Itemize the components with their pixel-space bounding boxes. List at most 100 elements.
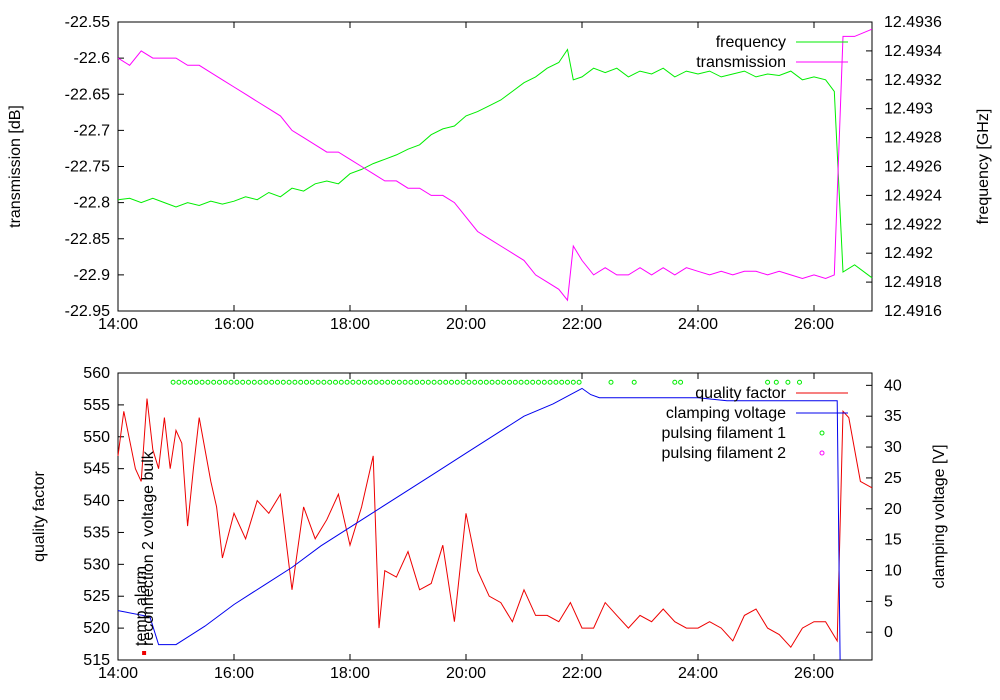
pulsing-filament-1-point [489, 379, 495, 385]
pulsing-filament-1-point [280, 379, 286, 385]
pulsing-filament-1-point [309, 379, 315, 385]
bottom-y2-tick-label: 20 [884, 501, 902, 518]
pulsing-filament-1-point [385, 379, 391, 385]
pulsing-filament-1-point [420, 379, 425, 385]
bottom-y2-tick-label: 10 [884, 563, 902, 580]
legend-marker-pulsing-filament-2 [819, 450, 825, 456]
bottom-y2-tick-label: 35 [884, 408, 902, 425]
bottom-x-tick-label: 16:00 [214, 665, 254, 682]
top-x-tick-label: 26:00 [794, 316, 834, 333]
pulsing-filament-1-point [193, 379, 199, 385]
pulsing-filament-1-point [530, 379, 536, 385]
pulsing-filament-1-point [501, 379, 507, 385]
pulsing-filament-1-point [437, 379, 443, 385]
pulsing-filament-1-point [205, 379, 211, 385]
pulsing-filament-1-point [344, 379, 350, 385]
pulsing-filament-1-point [286, 379, 292, 385]
pulsing-filament-1-point [391, 379, 396, 385]
bottom-y2-tick-label: 5 [884, 593, 893, 610]
pulsing-filament-1-point [507, 379, 512, 385]
bottom-y2-axis-label: clamping voltage [V] [931, 444, 948, 588]
pulsing-filament-1-point [275, 379, 280, 385]
bottom-y-tick-label: 540 [83, 493, 110, 510]
bottom-y-tick-label: 525 [83, 588, 110, 605]
bottom-plot-frame [117, 372, 873, 661]
top-y-tick-label: -22.85 [65, 231, 110, 248]
pulsing-filament-1-point [631, 379, 637, 385]
pulsing-filament-1-point [176, 379, 182, 385]
bottom-y-tick-label: 560 [83, 365, 110, 382]
top-x-tick-label: 22:00 [562, 316, 602, 333]
top-x-tick-label: 20:00 [446, 316, 486, 333]
top-y2-tick-label: 12.4932 [884, 72, 942, 89]
bottom-x-tick-label: 26:00 [794, 665, 834, 682]
pulsing-filament-1-point [565, 379, 570, 385]
top-y2-tick-label: 12.4924 [884, 187, 942, 204]
pulsing-filament-1-point [483, 379, 489, 385]
pulsing-filament-1-point [443, 379, 449, 385]
bottom-y2-tick-label: 15 [884, 532, 902, 549]
pulsing-filament-1-point [576, 379, 582, 385]
annotation-label: temp alarm [133, 566, 150, 646]
pulsing-filament-1-point [797, 379, 802, 385]
frequency-line [117, 48, 873, 279]
bottom-y2-tick-label: 0 [884, 624, 893, 641]
pulsing-filament-1-point [211, 379, 217, 385]
pulsing-filament-1-point [298, 379, 304, 385]
pulsing-filament-1-point [217, 379, 222, 385]
top-y2-axis-label: frequency [GHz] [975, 109, 992, 225]
top-y-tick-label: -22.8 [74, 195, 111, 212]
top-y-tick-label: -22.95 [65, 303, 110, 320]
pulsing-filament-1-point [454, 379, 460, 385]
pulsing-filament-1-point [408, 379, 414, 385]
pulsing-filament-1-point [466, 379, 472, 385]
top-y2-tick-label: 12.4916 [884, 303, 942, 320]
bottom-x-tick-label: 18:00 [330, 665, 370, 682]
legend-label-pulsing-filament-1: pulsing filament 1 [661, 425, 786, 442]
pulsing-filament-1-point [765, 379, 771, 385]
top-y2-tick-label: 12.4926 [884, 159, 942, 176]
pulsing-filament-1-point [559, 379, 565, 385]
pulsing-filament-1-point [304, 379, 309, 385]
pulsing-filament-1-point [402, 379, 408, 385]
pulsing-filament-1-point [460, 379, 466, 385]
bottom-x-tick-label: 14:00 [98, 665, 138, 682]
pulsing-filament-1-point [524, 379, 530, 385]
bottom-y-tick-label: 515 [83, 652, 110, 669]
top-y2-tick-label: 12.493 [884, 101, 933, 118]
pulsing-filament-1-point [672, 379, 678, 385]
pulsing-filament-1-point [541, 379, 547, 385]
pulsing-filament-1-point [570, 379, 576, 385]
pulsing-filament-1-point [472, 379, 478, 385]
bottom-y-axis-label: quality factor [31, 470, 48, 561]
top-x-tick-label: 24:00 [678, 316, 718, 333]
pulsing-filament-1-point [199, 379, 205, 385]
bottom-y-tick-label: 530 [83, 556, 110, 573]
legend-label-pulsing-filament-2: pulsing filament 2 [661, 445, 786, 462]
pulsing-filament-1-point [315, 379, 321, 385]
bottom-y-tick-label: 535 [83, 524, 110, 541]
legend-label-frequency: frequency [716, 34, 786, 51]
bottom-y-tick-label: 545 [83, 461, 110, 478]
pulsing-filament-1-point [536, 379, 541, 385]
bottom-x-tick-label: 22:00 [562, 665, 602, 682]
top-y-tick-label: -22.55 [65, 14, 110, 31]
bottom-y2-tick-label: 25 [884, 470, 902, 487]
pulsing-filament-1-point [251, 379, 257, 385]
top-y2-tick-label: 12.492 [884, 245, 933, 262]
transmission-line [117, 28, 873, 302]
legend-label-quality-factor: quality factor [695, 385, 786, 402]
bottom-y-tick-label: 550 [83, 429, 110, 446]
bottom-x-tick-label: 24:00 [678, 665, 718, 682]
top-x-tick-label: 18:00 [330, 316, 370, 333]
top-y-tick-label: -22.75 [65, 159, 110, 176]
pulsing-filament-1-point [246, 379, 251, 385]
pulsing-filament-1-point [785, 379, 791, 385]
pulsing-filament-1-point [773, 379, 779, 385]
pulsing-filament-1-point [269, 379, 275, 385]
pulsing-filament-1-point [188, 379, 193, 385]
legend-label-clamping-voltage: clamping voltage [666, 405, 786, 422]
pulsing-filament-1-point [396, 379, 402, 385]
pulsing-filament-1-point [234, 379, 240, 385]
